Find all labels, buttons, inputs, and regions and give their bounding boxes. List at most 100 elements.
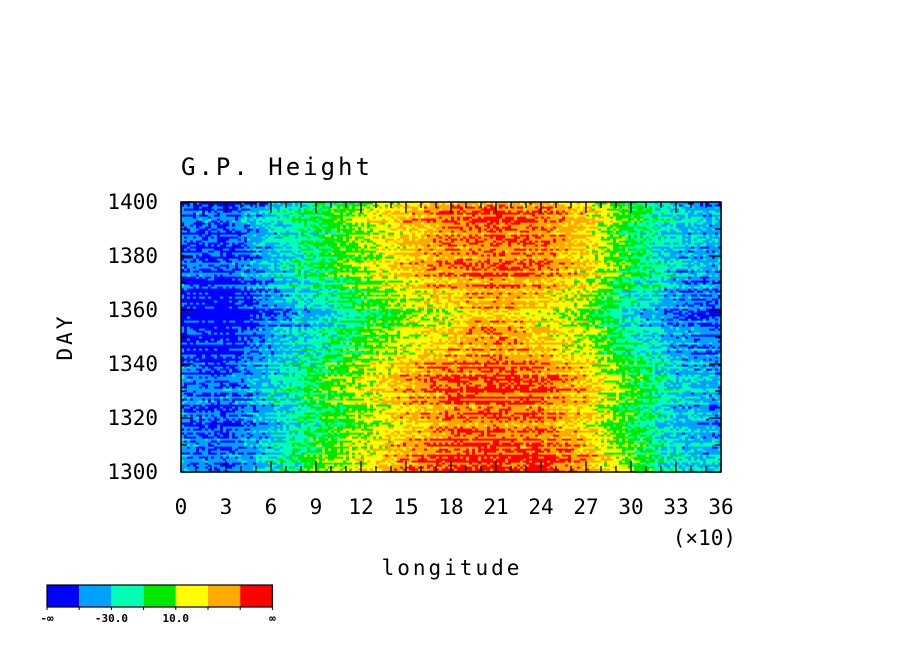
heat-cell bbox=[415, 398, 419, 401]
heat-cell bbox=[433, 426, 440, 429]
heat-cell bbox=[448, 352, 452, 355]
heat-cell bbox=[580, 444, 584, 447]
heat-cell bbox=[343, 442, 353, 445]
heat-cell bbox=[310, 462, 332, 465]
heat-cell bbox=[556, 364, 566, 367]
heat-cell bbox=[250, 456, 254, 459]
heat-cell bbox=[319, 348, 323, 351]
heat-cell bbox=[208, 438, 218, 441]
heat-cell bbox=[334, 462, 353, 465]
heat-cell bbox=[709, 418, 722, 421]
heat-cell bbox=[523, 442, 527, 445]
heat-cell bbox=[589, 378, 593, 381]
heat-cell bbox=[661, 396, 683, 399]
heat-cell bbox=[709, 364, 716, 367]
heat-cell bbox=[400, 402, 404, 405]
heat-cell bbox=[454, 358, 470, 361]
heat-cell bbox=[238, 428, 245, 431]
heat-cell bbox=[709, 374, 716, 377]
heat-cell bbox=[580, 466, 584, 469]
heat-cell bbox=[562, 436, 572, 439]
heat-cell bbox=[628, 420, 635, 423]
heat-cell bbox=[421, 378, 425, 381]
heat-cell bbox=[505, 404, 527, 407]
heat-cell bbox=[655, 370, 665, 373]
heat-cell bbox=[475, 360, 479, 363]
heat-cell bbox=[610, 432, 626, 435]
heat-cell bbox=[265, 374, 269, 377]
heat-cell bbox=[202, 428, 206, 431]
heat-cell bbox=[274, 466, 281, 469]
heat-cell bbox=[181, 426, 200, 429]
heat-cell bbox=[340, 420, 356, 423]
heat-cell bbox=[580, 434, 584, 437]
heat-cell bbox=[469, 450, 473, 453]
heat-cell bbox=[718, 386, 722, 389]
heat-cell bbox=[628, 406, 632, 409]
heat-cell bbox=[208, 386, 215, 389]
heat-cell bbox=[211, 420, 218, 423]
heat-cell bbox=[529, 376, 533, 379]
heat-cell bbox=[580, 354, 584, 357]
heat-cell bbox=[637, 434, 641, 437]
heat-cell bbox=[712, 394, 716, 397]
heat-cell bbox=[400, 446, 407, 449]
heat-cell bbox=[649, 376, 656, 379]
heat-cell bbox=[232, 432, 236, 435]
heat-cell bbox=[430, 412, 440, 415]
heat-cell bbox=[388, 374, 401, 377]
heat-cell bbox=[637, 436, 647, 439]
heat-cell bbox=[394, 386, 398, 389]
heat-cell bbox=[631, 404, 635, 407]
heat-cell bbox=[517, 350, 530, 353]
heat-cell bbox=[226, 374, 233, 377]
heat-cell bbox=[442, 392, 446, 395]
heat-cell bbox=[457, 392, 461, 395]
heat-cell bbox=[583, 352, 587, 355]
heat-cell bbox=[286, 424, 290, 427]
heat-cell bbox=[505, 436, 527, 439]
heat-cell bbox=[199, 456, 209, 459]
heat-cell bbox=[577, 410, 581, 413]
heat-cell bbox=[361, 440, 368, 443]
heat-cell bbox=[253, 430, 257, 433]
heat-cell bbox=[625, 396, 632, 399]
heat-cell bbox=[604, 426, 608, 429]
heat-cell bbox=[433, 422, 440, 425]
heat-cell bbox=[616, 442, 626, 445]
heat-cell bbox=[577, 430, 599, 433]
heat-cell bbox=[361, 464, 365, 467]
heat-cell bbox=[490, 356, 494, 359]
heat-cell bbox=[391, 386, 395, 389]
heat-cell bbox=[457, 442, 461, 445]
heat-cell bbox=[277, 348, 281, 351]
heat-cell bbox=[421, 372, 428, 375]
heat-cell bbox=[481, 456, 485, 459]
heat-cell bbox=[577, 380, 581, 383]
heat-cell bbox=[289, 424, 296, 427]
heat-cell bbox=[196, 368, 203, 371]
heat-cell bbox=[181, 366, 185, 369]
heat-cell bbox=[244, 352, 248, 355]
heat-cell bbox=[607, 460, 620, 463]
heat-cell bbox=[592, 416, 596, 419]
heat-cell bbox=[307, 404, 311, 407]
heat-cell bbox=[307, 376, 314, 379]
heat-cell bbox=[274, 446, 281, 449]
heat-cell bbox=[673, 380, 677, 383]
heat-cell bbox=[586, 442, 590, 445]
heat-cell bbox=[532, 406, 539, 409]
heat-cell bbox=[526, 444, 545, 447]
heat-cell bbox=[694, 458, 698, 461]
heat-cell bbox=[637, 362, 647, 365]
heat-cell bbox=[334, 408, 341, 411]
heat-cell bbox=[544, 422, 551, 425]
heat-cell bbox=[580, 408, 593, 411]
heat-cell bbox=[685, 450, 689, 453]
heat-cell bbox=[322, 414, 341, 417]
heat-cell bbox=[487, 426, 491, 429]
heat-cell bbox=[304, 422, 308, 425]
heat-cell bbox=[679, 426, 683, 429]
heat-cell bbox=[388, 460, 392, 463]
heat-cell bbox=[196, 380, 206, 383]
